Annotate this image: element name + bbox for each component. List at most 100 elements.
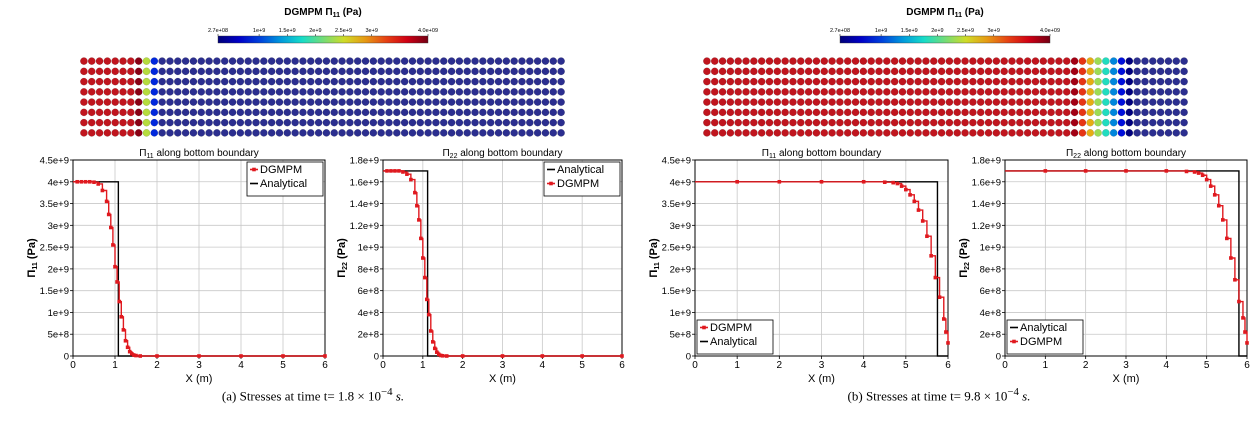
particle xyxy=(843,108,852,117)
particle xyxy=(400,88,409,96)
particle xyxy=(369,57,378,65)
data-point xyxy=(417,218,421,222)
particle xyxy=(836,57,844,65)
particle xyxy=(1156,129,1165,137)
particle xyxy=(150,118,159,127)
particle xyxy=(119,77,127,86)
particle xyxy=(718,129,727,137)
x-tick-label: 6 xyxy=(619,360,625,371)
data-point xyxy=(929,254,933,258)
y-tick-label: 1.8e+9 xyxy=(350,156,379,167)
particle xyxy=(773,118,782,127)
particle xyxy=(330,98,338,106)
particle xyxy=(781,77,789,86)
particle xyxy=(757,67,766,76)
particle xyxy=(1109,67,1118,76)
particle xyxy=(820,108,829,117)
particle xyxy=(1102,88,1110,96)
particle xyxy=(307,108,315,117)
y-tick-label: 3e+9 xyxy=(670,221,691,232)
particle xyxy=(447,67,456,76)
particle xyxy=(557,129,565,137)
particle xyxy=(338,129,346,137)
particle xyxy=(710,77,719,86)
particle xyxy=(930,98,938,106)
particle xyxy=(710,118,719,127)
particle xyxy=(471,88,479,96)
particle xyxy=(142,57,151,65)
particle xyxy=(252,118,260,127)
particle xyxy=(220,57,229,65)
particle xyxy=(1008,98,1016,106)
particle xyxy=(260,67,268,76)
particle xyxy=(828,108,836,117)
particle xyxy=(1070,77,1079,86)
particle xyxy=(953,98,961,106)
particle xyxy=(1164,108,1173,117)
particle xyxy=(439,57,448,65)
particle xyxy=(781,129,789,137)
particle xyxy=(812,118,821,127)
particle xyxy=(757,118,766,127)
particle xyxy=(471,108,479,117)
particle xyxy=(922,98,930,106)
plot-frame xyxy=(694,159,949,357)
data-point xyxy=(912,199,917,204)
particle xyxy=(1016,108,1024,117)
particle xyxy=(930,88,938,96)
data-point xyxy=(138,354,142,358)
particle xyxy=(820,98,829,106)
particle xyxy=(1000,67,1008,76)
particle xyxy=(1109,98,1118,106)
particle xyxy=(307,129,315,137)
particle xyxy=(533,88,542,96)
particle xyxy=(867,67,875,76)
y-tick-label: 2.5e+9 xyxy=(662,243,691,254)
particle xyxy=(976,129,985,137)
legend-label: DGMPM xyxy=(260,164,302,176)
particle xyxy=(416,98,425,106)
particle xyxy=(812,67,821,76)
data-point xyxy=(197,354,201,358)
particle xyxy=(377,129,385,137)
particle xyxy=(103,57,112,65)
particle xyxy=(1109,129,1118,137)
particle xyxy=(976,77,985,86)
x-tick-label: 2 xyxy=(460,360,466,371)
particle xyxy=(1102,98,1110,106)
particle xyxy=(127,108,135,117)
particle xyxy=(150,129,159,137)
particle xyxy=(346,129,354,137)
particle xyxy=(158,57,166,65)
particle xyxy=(299,98,307,106)
particle xyxy=(432,77,440,86)
y-tick-label: 3.5e+9 xyxy=(40,199,69,210)
particle xyxy=(922,67,930,76)
particle xyxy=(330,118,338,127)
data-point xyxy=(134,353,138,358)
particle xyxy=(518,57,526,65)
particle xyxy=(1156,57,1165,65)
particle xyxy=(703,118,711,127)
data-point xyxy=(421,256,425,260)
particle xyxy=(471,129,479,137)
particle xyxy=(906,129,915,137)
particle xyxy=(1149,108,1157,117)
particle xyxy=(1164,67,1173,76)
particle xyxy=(205,118,213,127)
particle xyxy=(134,108,143,117)
particle xyxy=(1180,118,1188,127)
data-point xyxy=(1083,169,1088,173)
particle xyxy=(416,67,425,76)
data-point xyxy=(1196,171,1201,175)
data-point xyxy=(580,354,584,358)
particle xyxy=(883,77,891,86)
particle xyxy=(1055,77,1063,86)
particle xyxy=(150,88,159,96)
particle xyxy=(432,118,440,127)
particle xyxy=(1008,118,1016,127)
particle xyxy=(518,108,526,117)
particle xyxy=(1070,57,1079,65)
particle xyxy=(1133,77,1141,86)
particle xyxy=(330,108,338,117)
